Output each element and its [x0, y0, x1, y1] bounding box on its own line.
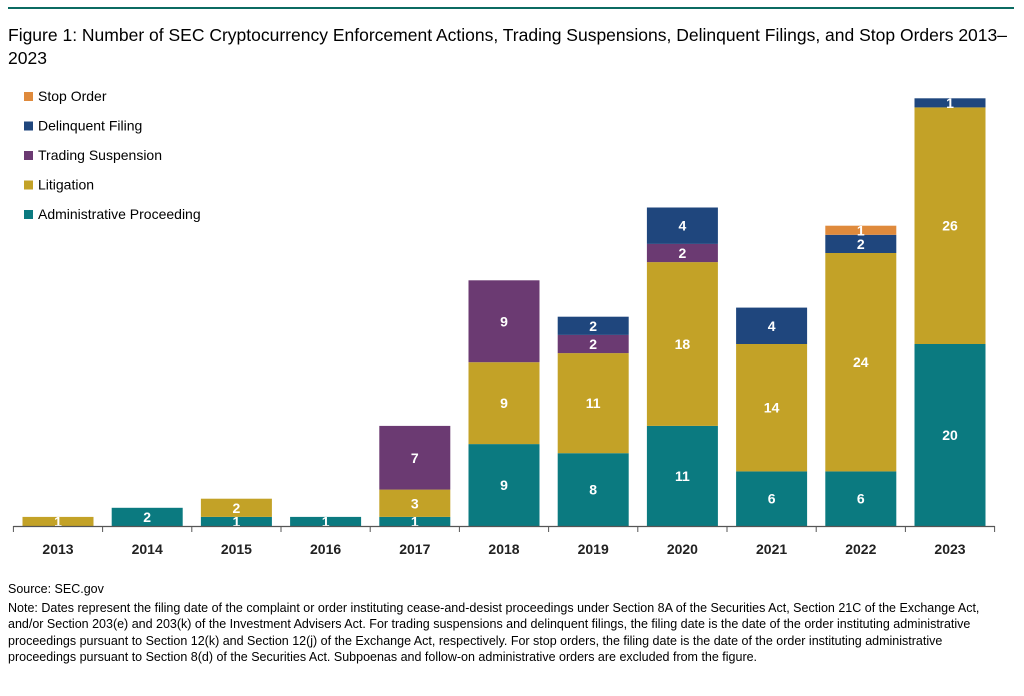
bar-litigation-2020 — [646, 262, 718, 426]
data-label-trading-suspension-2019: 2 — [589, 336, 597, 352]
bar-administrative-proceeding-2016 — [290, 516, 362, 526]
legend-label-stop-order: Stop Order — [38, 88, 107, 104]
bar-litigation-2017 — [379, 489, 451, 517]
data-label-litigation-2020: 18 — [675, 336, 691, 352]
data-label-litigation-2021: 14 — [764, 400, 780, 416]
x-tick-label-2013: 2013 — [42, 541, 73, 557]
data-label-litigation-2013: 1 — [54, 513, 62, 529]
data-label-delinquent-filing-2022: 2 — [857, 236, 865, 252]
legend-swatch-stop-order — [24, 92, 33, 101]
bar-trading-suspension-2017 — [379, 425, 451, 490]
bar-litigation-2013 — [22, 516, 94, 526]
x-tick-label-2019: 2019 — [578, 541, 609, 557]
bar-litigation-2023 — [914, 107, 986, 345]
note-text: Note: Dates represent the filing date of… — [8, 601, 980, 665]
x-tick-label-2016: 2016 — [310, 541, 341, 557]
bar-litigation-2022 — [825, 253, 897, 472]
bar-trading-suspension-2019 — [557, 334, 629, 354]
data-label-administrative-proceeding-2022: 6 — [857, 491, 865, 507]
data-label-trading-suspension-2020: 2 — [679, 245, 687, 261]
x-tick-label-2017: 2017 — [399, 541, 430, 557]
data-label-administrative-proceeding-2020: 11 — [675, 468, 690, 484]
bar-delinquent-filing-2020 — [646, 207, 718, 244]
data-label-litigation-2017: 3 — [411, 495, 419, 511]
bar-litigation-2019 — [557, 353, 629, 454]
data-label-administrative-proceeding-2018: 9 — [500, 477, 508, 493]
legend-label-administrative-proceeding: Administrative Proceeding — [38, 206, 201, 222]
data-label-administrative-proceeding-2015: 1 — [233, 513, 241, 529]
data-label-stop-order-2022: 1 — [857, 222, 865, 238]
bar-stop-order-2022 — [825, 225, 897, 235]
bar-administrative-proceeding-2023 — [914, 344, 986, 526]
x-tick-label-2014: 2014 — [132, 541, 163, 557]
legend-swatch-litigation — [24, 180, 33, 190]
x-tick-label-2022: 2022 — [845, 541, 876, 557]
data-label-administrative-proceeding-2023: 20 — [942, 427, 958, 443]
x-tick-label-2020: 2020 — [667, 541, 698, 557]
data-label-litigation-2022: 24 — [853, 354, 869, 370]
bar-administrative-proceeding-2021 — [736, 471, 808, 526]
bar-delinquent-filing-2019 — [557, 316, 629, 335]
data-label-delinquent-filing-2023: 1 — [946, 95, 954, 111]
bar-administrative-proceeding-2019 — [557, 453, 629, 526]
bar-trading-suspension-2020 — [646, 243, 718, 263]
bar-delinquent-filing-2023 — [914, 98, 986, 108]
source-text: Source: SEC.gov — [8, 582, 104, 596]
bar-delinquent-filing-2022 — [825, 234, 897, 253]
legend-label-litigation: Litigation — [38, 177, 94, 193]
legend-label-trading-suspension: Trading Suspension — [38, 147, 162, 163]
x-tick-label-2015: 2015 — [221, 541, 252, 557]
legend-swatch-trading-suspension — [24, 151, 33, 160]
data-label-administrative-proceeding-2021: 6 — [768, 491, 776, 507]
data-label-administrative-proceeding-2017: 1 — [411, 513, 419, 529]
bar-litigation-2015 — [200, 498, 272, 517]
data-label-delinquent-filing-2019: 2 — [589, 318, 597, 334]
data-label-litigation-2023: 26 — [942, 218, 958, 234]
bar-administrative-proceeding-2018 — [468, 444, 540, 526]
bar-administrative-proceeding-2017 — [379, 516, 451, 526]
bar-administrative-proceeding-2020 — [646, 425, 718, 526]
x-tick-label-2021: 2021 — [756, 541, 787, 557]
legend: Stop Order Delinquent Filing Trading Suspe… — [24, 88, 201, 222]
legend-swatch-administrative-proceeding — [24, 210, 33, 219]
data-label-trading-suspension-2017: 7 — [411, 450, 419, 466]
x-axis: 2013 2014 2015 2016 2017 2018 2019 2020 2021 2022… — [12, 525, 996, 557]
data-label-administrative-proceeding-2019: 8 — [589, 482, 597, 498]
bar-administrative-proceeding-2014 — [111, 507, 183, 526]
data-label-delinquent-filing-2020: 4 — [679, 218, 687, 234]
data-label-litigation-2018: 9 — [500, 395, 508, 411]
x-tick-label-2023: 2023 — [934, 541, 965, 557]
legend-swatch-delinquent-filing — [24, 121, 33, 131]
data-label-administrative-proceeding-2016: 1 — [322, 513, 330, 529]
data-label-litigation-2019: 11 — [586, 395, 601, 411]
bar-administrative-proceeding-2015 — [200, 516, 272, 526]
bar-litigation-2018 — [468, 362, 540, 445]
chart-title: Figure 1: Number of SEC Cryptocurrency E… — [8, 25, 1007, 68]
bar-trading-suspension-2018 — [468, 280, 540, 363]
top-rule — [8, 7, 1014, 9]
data-label-delinquent-filing-2021: 4 — [768, 318, 776, 334]
legend-label-delinquent-filing: Delinquent Filing — [38, 118, 142, 134]
bar-administrative-proceeding-2022 — [825, 471, 897, 526]
data-label-administrative-proceeding-2014: 2 — [143, 509, 151, 525]
bar-litigation-2021 — [736, 344, 808, 472]
x-tick-label-2018: 2018 — [488, 541, 519, 557]
bar-delinquent-filing-2021 — [736, 307, 808, 344]
data-label-litigation-2015: 2 — [233, 500, 241, 516]
data-label-trading-suspension-2018: 9 — [500, 313, 508, 329]
